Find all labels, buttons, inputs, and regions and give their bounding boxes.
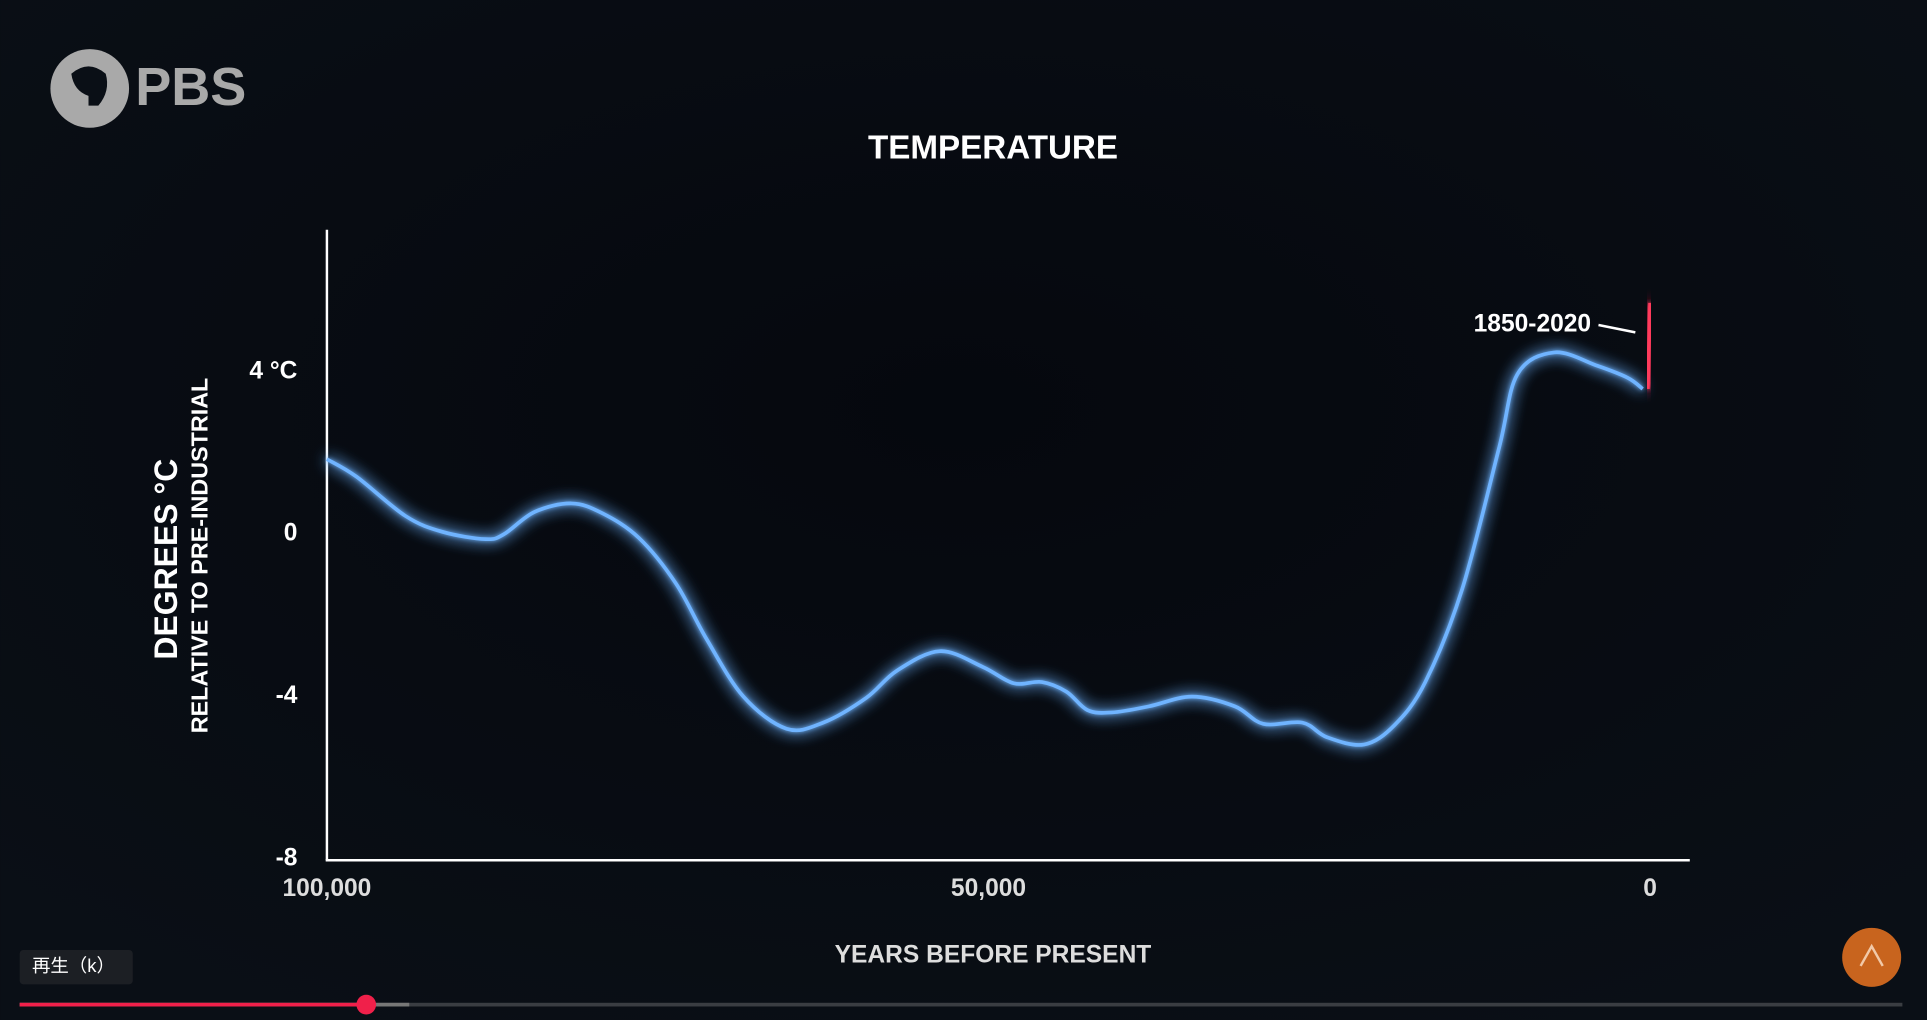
y-tick-label: 0 (284, 520, 298, 547)
chart-title: TEMPERATURE (868, 130, 1118, 167)
progress-handle[interactable] (356, 994, 377, 1015)
annotation-leader (1598, 323, 1636, 334)
x-tick-label: 50,000 (951, 875, 1026, 902)
progress-track[interactable] (19, 1002, 1903, 1007)
scroll-top-button[interactable] (1842, 927, 1902, 987)
y-tick-label: -4 (276, 682, 298, 709)
y-axis-sublabel: RELATIVE TO PRE-INDUSTRIAL (187, 378, 213, 734)
player-controls: 再生（k） (19, 927, 1903, 1015)
series-label: 1850-2020 (1474, 310, 1591, 337)
y-tick-label: 4 °C (249, 357, 297, 384)
plot: -8 -4 0 4 °C 100,000 50,000 0 1850-2020 (249, 302, 1657, 902)
x-axis-label: YEARS BEFORE PRESENT (835, 942, 1152, 969)
y-axis-label: DEGREES °C (148, 459, 184, 660)
tooltip-box (19, 949, 133, 985)
progress-played (19, 1002, 367, 1007)
logo-head (71, 66, 108, 106)
x-tick-label: 100,000 (283, 875, 372, 902)
logo: PBS (50, 49, 246, 128)
play-tooltip: 再生（k） (32, 955, 115, 976)
logo-text: PBS (135, 57, 246, 117)
scroll-top-icon (1859, 943, 1884, 967)
line (325, 350, 1644, 747)
y-tick-label: -8 (276, 844, 298, 871)
line (1646, 302, 1652, 389)
x-tick-label: 0 (1643, 875, 1657, 902)
